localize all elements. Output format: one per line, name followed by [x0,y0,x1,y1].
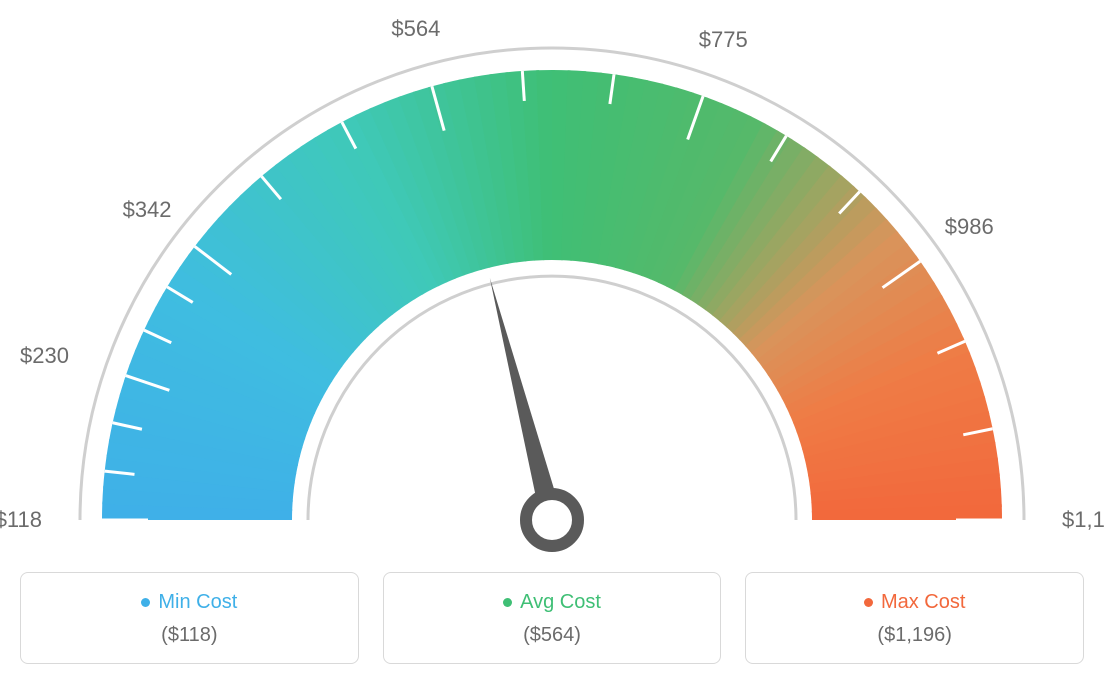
avg-cost-card: Avg Cost ($564) [383,572,722,664]
max-cost-card: Max Cost ($1,196) [745,572,1084,664]
gauge-chart: $118$230$342$564$775$986$1,196 [20,20,1084,560]
gauge-tick-label: $1,196 [1062,507,1104,533]
gauge-tick-label: $986 [945,214,994,240]
min-cost-card: Min Cost ($118) [20,572,359,664]
gauge-tick-label: $230 [20,343,69,369]
avg-dot-icon [503,598,512,607]
gauge-tick-label: $564 [391,16,440,42]
max-cost-label: Max Cost [881,591,965,614]
min-cost-value: ($118) [33,624,346,647]
gauge-arc [102,70,1002,520]
max-dot-icon [864,598,873,607]
gauge-tick-label: $775 [699,27,748,53]
max-cost-title: Max Cost [864,591,965,614]
min-cost-label: Min Cost [158,591,237,614]
gauge-svg [20,20,1084,560]
avg-cost-title: Avg Cost [503,591,601,614]
gauge-needle [490,278,563,523]
gauge-tick-label: $342 [123,197,172,223]
min-cost-title: Min Cost [141,591,237,614]
min-dot-icon [141,598,150,607]
gauge-hub [526,494,578,546]
gauge-tick-label: $118 [0,507,42,533]
summary-cards: Min Cost ($118) Avg Cost ($564) Max Cost… [20,572,1084,664]
max-cost-value: ($1,196) [758,624,1071,647]
avg-cost-label: Avg Cost [520,591,601,614]
avg-cost-value: ($564) [396,624,709,647]
